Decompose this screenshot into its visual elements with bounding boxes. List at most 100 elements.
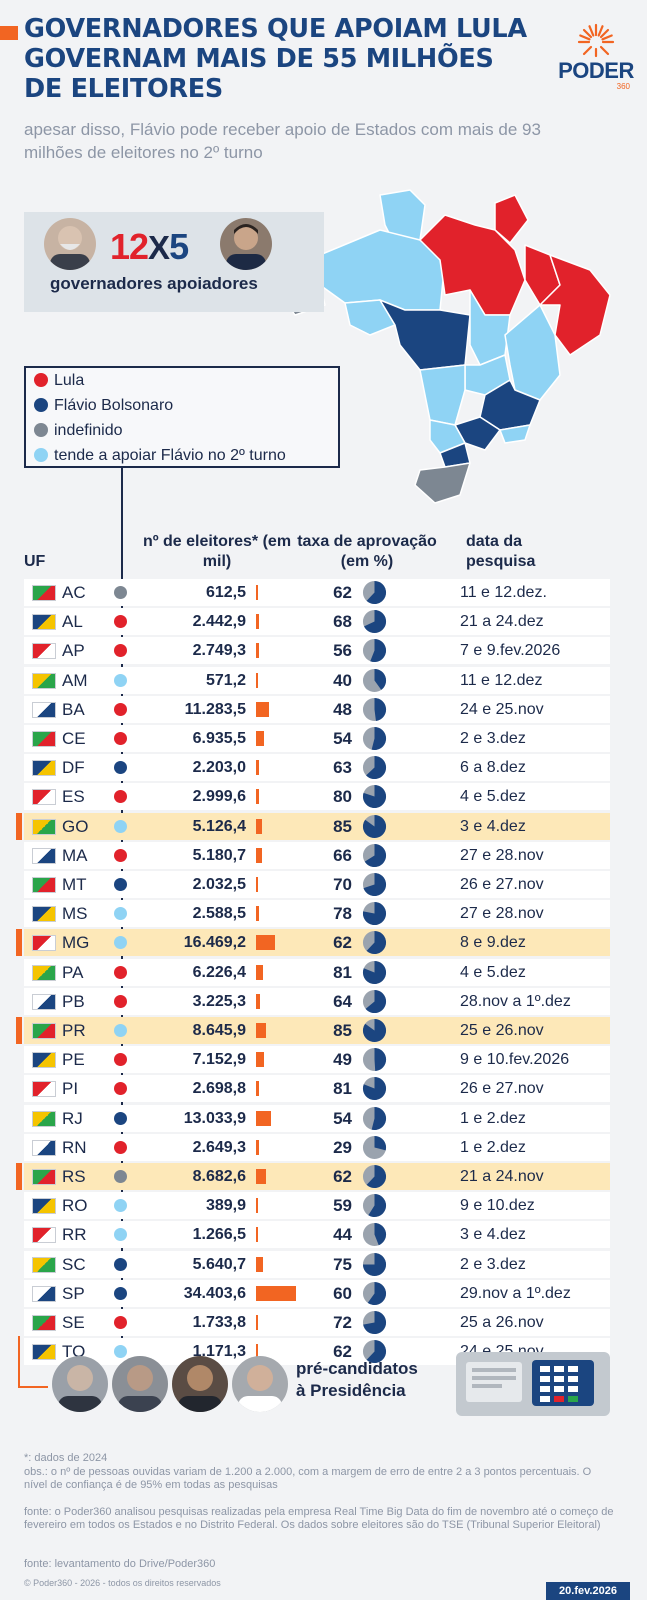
voters-value: 13.033,9 [183,1110,246,1127]
survey-date: 1 e 2.dez [460,1110,526,1127]
survey-date: 3 e 4.dez [460,1226,526,1243]
voters-bar [256,673,258,688]
approval-value: 80 [333,787,352,806]
approval-pie-slice [371,1106,387,1131]
approval-pie [362,1047,387,1072]
support-dot [114,761,127,774]
approval-pie-slice [362,960,387,985]
approval-pie [362,1135,387,1160]
voters-value: 2.032,5 [192,876,246,893]
state-flag-icon [32,789,56,805]
flavio-avatar [220,218,272,270]
person-icon [226,224,266,270]
voters-bar [256,643,260,658]
state-code: MT [62,875,87,894]
page-subtitle: apesar disso, Flávio pode receber apoio … [24,120,541,162]
state-code: PE [62,1050,85,1069]
approval-pie-slice [374,1047,387,1072]
candidate-avatar [232,1356,288,1412]
table-row: RR 1.266,5 44 3 e 4.dez [24,1221,610,1248]
voters-value: 1.266,5 [192,1226,246,1243]
approval-pie-slice [362,814,387,839]
approval-value: 29 [333,1138,352,1157]
map-region-rio-grande-sul [414,462,471,504]
approval-pie [362,668,387,693]
state-flag-icon [32,965,56,981]
date-badge: 20.fev.2026 [546,1582,630,1600]
support-dot [114,586,127,599]
map-region-amapa [494,194,529,244]
legend-dot [34,448,48,462]
survey-date: 7 e 9.fev.2026 [460,642,561,659]
table-row: RJ 13.033,9 54 1 e 2.dez [24,1105,610,1132]
support-dot [114,1287,127,1300]
approval-pie [362,1222,387,1247]
approval-pie-slice [370,638,387,663]
approval-pie-slice [366,755,387,780]
voters-value: 11.283,5 [184,701,246,718]
state-code: AP [62,641,85,660]
state-code: MS [62,904,88,923]
state-code: PR [62,1021,86,1040]
voters-value: 6.935,5 [192,730,246,747]
approval-value: 56 [333,641,352,660]
support-dot [114,966,127,979]
state-flag-icon [32,702,56,718]
versus-x: X [148,229,170,266]
voters-bar [256,1169,267,1184]
voters-value: 34.403,6 [183,1285,246,1302]
support-dot [114,1170,127,1183]
voters-value: 16.469,2 [183,934,246,951]
approval-value: 85 [333,1021,352,1040]
state-code: SE [62,1313,85,1332]
ballot-box-icon [466,1360,594,1406]
table-row: AM 571,2 40 11 e 12.dez [24,667,610,694]
voters-bar [256,1140,260,1155]
approval-value: 60 [333,1284,352,1303]
table-row: GO 5.126,4 85 3 e 4.dez [24,813,610,840]
approval-pie-slice [368,1193,387,1218]
legend-item-flavio: Flávio Bolsonaro [34,397,173,415]
support-dot [114,703,127,716]
survey-date: 3 e 4.dez [460,818,526,835]
voters-bar [256,585,258,600]
state-code: ES [62,787,85,806]
support-dot [114,674,127,687]
state-code: AL [62,612,83,631]
state-code: CE [62,729,86,748]
highlight-marker [16,929,22,956]
legend-item-lula: Lula [34,372,84,390]
approval-value: 49 [333,1050,352,1069]
approval-pie-slice [364,843,387,868]
voters-bar [256,848,263,863]
approval-pie-slice [363,1310,387,1335]
approval-pie-slice [371,726,387,751]
state-code: MA [62,846,88,865]
map-region-rondonia [344,299,396,336]
approval-value: 85 [333,817,352,836]
approval-pie [362,580,387,605]
survey-date: 25 a 26.nov [460,1314,544,1331]
support-dot [114,936,127,949]
voters-bar [256,702,270,717]
approval-value: 63 [333,758,352,777]
survey-date: 29.nov a 1º.dez [460,1285,571,1302]
voters-bar [256,965,264,980]
state-flag-icon [32,1140,56,1156]
support-dot [114,878,127,891]
approval-pie-slice [374,1222,387,1246]
survey-date: 26 e 27.nov [460,1080,544,1097]
state-flag-icon [32,1227,56,1243]
voters-value: 1.733,8 [192,1314,246,1331]
voters-bar [256,731,265,746]
approval-value: 59 [333,1196,352,1215]
table-row: MA 5.180,7 66 27 e 28.nov [24,842,610,869]
voters-bar [256,1081,260,1096]
state-code: PI [62,1079,79,1098]
voters-value: 6.226,4 [192,964,246,981]
approval-value: 40 [333,671,352,690]
approval-pie [362,1252,387,1277]
candidates-label: pré-candidatos à Presidência [296,1358,418,1402]
candidate-avatar [172,1356,228,1412]
state-code: MG [62,933,90,952]
